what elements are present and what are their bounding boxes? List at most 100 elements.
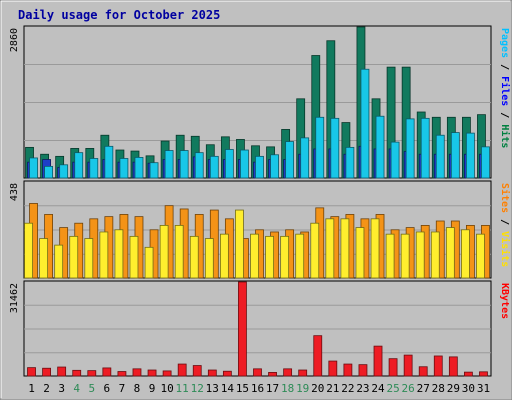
x-tick-label: 5 xyxy=(88,382,95,395)
x-tick-label: 25 xyxy=(386,382,399,395)
bar-sites xyxy=(84,238,94,279)
x-tick-label: 31 xyxy=(477,382,490,395)
bar-pages xyxy=(179,150,189,179)
bar-pages xyxy=(89,158,99,179)
bar-kbytes xyxy=(222,370,232,377)
side-label-part: Pages xyxy=(499,28,510,58)
bar-pages xyxy=(240,149,249,179)
bar-pages xyxy=(420,117,430,179)
x-tick-label: 9 xyxy=(149,382,156,395)
bar-pages xyxy=(134,157,144,179)
bar-kbytes xyxy=(132,368,142,377)
x-tick-label: 18 xyxy=(281,382,294,395)
chart-title: Daily usage for October 2025 xyxy=(18,8,220,22)
bar-kbytes xyxy=(238,281,247,377)
panel-kbytes-ymax-label: 31462 xyxy=(9,283,20,313)
bar-sites xyxy=(400,233,410,279)
bar-kbytes xyxy=(162,370,172,377)
bar-pages xyxy=(29,157,38,179)
bar-pages xyxy=(104,145,114,179)
bar-pages xyxy=(224,149,234,179)
bar-kbytes xyxy=(207,369,217,377)
bar-sites xyxy=(325,218,335,279)
bar-pages xyxy=(149,162,159,179)
bar-kbytes xyxy=(147,369,157,377)
x-tick-label: 3 xyxy=(58,382,65,395)
bar-sites xyxy=(24,222,33,279)
bar-sites xyxy=(280,235,290,279)
bar-sites xyxy=(219,233,229,279)
side-label-part: Visits xyxy=(499,231,511,267)
bar-kbytes xyxy=(117,371,127,377)
x-tick-label: 27 xyxy=(417,382,430,395)
bar-pages xyxy=(360,68,370,179)
series-sites xyxy=(24,209,485,279)
panel-visits-ymax-label: 438 xyxy=(9,183,20,201)
bar-kbytes xyxy=(479,371,488,377)
bar-sites xyxy=(265,235,274,279)
bar-sites xyxy=(235,209,244,279)
bar-sites xyxy=(476,233,485,279)
x-tick-label: 6 xyxy=(104,382,111,395)
x-tick-label: 19 xyxy=(296,382,309,395)
x-tick-label: 15 xyxy=(236,382,249,395)
bar-kbytes xyxy=(268,372,277,377)
bar-sites xyxy=(144,246,154,279)
bar-sites xyxy=(430,231,440,279)
panel-hits-ymax-label: 2860 xyxy=(9,28,20,52)
bar-pages xyxy=(119,158,129,179)
x-tick-label: 16 xyxy=(251,382,264,395)
bar-sites xyxy=(250,233,259,279)
bar-pages xyxy=(435,134,445,179)
x-tick-label: 2 xyxy=(43,382,50,395)
bar-kbytes xyxy=(177,363,187,377)
bar-sites xyxy=(310,222,320,279)
bar-pages xyxy=(450,132,460,179)
bar-pages xyxy=(44,165,53,179)
panel-kbytes-side-label: KBytes xyxy=(499,283,510,319)
bar-kbytes xyxy=(27,367,36,377)
x-tick-label: 12 xyxy=(191,382,204,395)
bar-kbytes xyxy=(253,368,262,377)
bar-sites xyxy=(39,238,48,279)
bar-kbytes xyxy=(283,368,293,377)
bar-pages xyxy=(209,155,219,179)
side-label-part: Hits xyxy=(499,124,511,148)
side-label-part: / xyxy=(499,213,510,231)
bar-sites xyxy=(69,235,79,279)
bar-pages xyxy=(465,132,475,179)
bar-sites xyxy=(415,231,425,279)
bar-kbytes xyxy=(403,354,413,377)
bar-pages xyxy=(300,137,310,179)
x-tick-label: 30 xyxy=(462,382,475,395)
bar-kbytes xyxy=(418,366,428,377)
panel-hits-side-label: Pages / Files / Hits xyxy=(499,28,511,148)
series-visits xyxy=(29,203,490,279)
panel-hits: 2860 Pages / Files / Hits xyxy=(9,25,511,179)
side-label-part: Sites xyxy=(499,183,511,213)
bar-pages xyxy=(315,116,325,179)
bar-sites xyxy=(99,231,109,279)
x-tick-label: 14 xyxy=(221,382,235,395)
bar-kbytes xyxy=(388,358,398,377)
series-pages xyxy=(29,68,490,179)
bar-pages xyxy=(74,152,84,179)
bar-sites xyxy=(295,233,305,279)
bar-pages xyxy=(255,155,264,179)
bar-sites xyxy=(174,224,184,279)
bar-pages xyxy=(330,117,340,179)
bar-pages xyxy=(345,146,355,179)
bar-kbytes xyxy=(328,360,338,377)
x-tick-label: 4 xyxy=(73,382,80,395)
bar-kbytes xyxy=(373,345,383,377)
panel-visits: 438 Sites / Visits xyxy=(9,180,511,279)
bar-sites xyxy=(355,227,365,279)
x-tick-label: 23 xyxy=(356,382,369,395)
chart-panels: 2860 Pages / Files / Hits 438 Sites / Visit… xyxy=(9,25,511,377)
x-tick-label: 17 xyxy=(266,382,279,395)
bar-kbytes xyxy=(358,364,368,377)
bar-pages xyxy=(375,115,385,179)
side-label-part: / xyxy=(499,58,510,76)
bar-kbytes xyxy=(87,370,97,377)
